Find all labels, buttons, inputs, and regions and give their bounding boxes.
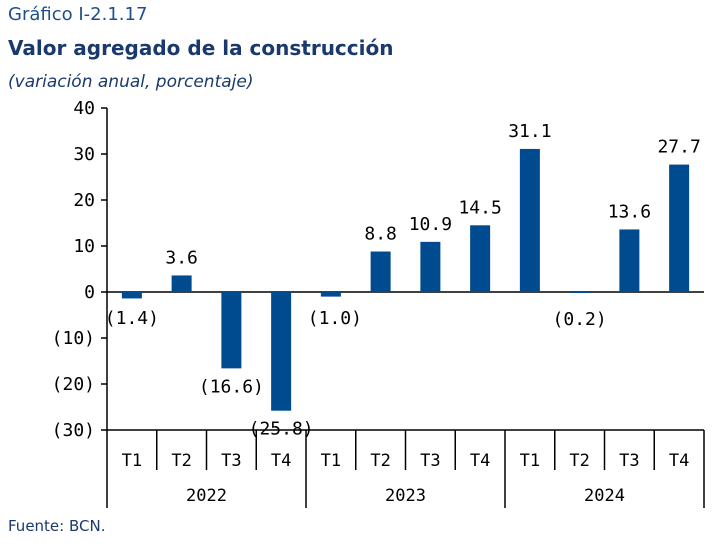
- x-group-label: 2022: [186, 486, 227, 506]
- data-label: 14.5: [458, 197, 501, 218]
- x-group-label: 2023: [385, 486, 426, 506]
- data-label: 13.6: [608, 201, 651, 222]
- y-tick-label: 10: [73, 236, 95, 257]
- bar: [569, 292, 590, 293]
- bar: [320, 292, 341, 297]
- x-tick-label: T3: [619, 451, 639, 471]
- x-tick-label: T1: [520, 451, 540, 471]
- y-tick-label: 30: [73, 144, 95, 165]
- bar: [271, 292, 292, 411]
- bar: [619, 229, 640, 292]
- y-tick-label: 20: [73, 190, 95, 211]
- x-tick-label: T2: [171, 451, 191, 471]
- y-tick-label: (20): [52, 374, 95, 395]
- y-tick-label: 0: [84, 282, 95, 303]
- bar: [221, 292, 242, 369]
- x-tick-label: T4: [271, 451, 291, 471]
- data-label: (25.8): [249, 419, 314, 440]
- x-tick-label: T3: [420, 451, 440, 471]
- bar: [171, 275, 192, 292]
- x-tick-label: T4: [470, 451, 490, 471]
- chart-subtitle: (variación anual, porcentaje): [8, 72, 254, 92]
- data-label: (0.2): [553, 309, 607, 330]
- bar: [470, 225, 491, 292]
- bar: [121, 292, 142, 299]
- bar: [370, 251, 391, 292]
- x-tick-label: T4: [669, 451, 689, 471]
- x-tick-label: T2: [569, 451, 589, 471]
- y-tick-label: 40: [73, 98, 95, 119]
- source-note: Fuente: BCN.: [8, 517, 106, 535]
- x-tick-label: T1: [321, 451, 341, 471]
- y-tick-label: (30): [52, 420, 95, 441]
- bar: [519, 148, 540, 292]
- bar: [420, 241, 441, 292]
- bar: [669, 164, 690, 292]
- data-label: (1.4): [105, 308, 159, 329]
- data-label: 3.6: [165, 247, 198, 268]
- x-tick-label: T3: [221, 451, 241, 471]
- x-tick-label: T1: [122, 451, 142, 471]
- y-tick-label: (10): [52, 328, 95, 349]
- data-label: 8.8: [364, 224, 397, 245]
- data-label: (1.0): [308, 308, 362, 329]
- figure-number: Gráfico I-2.1.17: [8, 4, 148, 25]
- data-label: (16.6): [199, 376, 264, 397]
- chart-title: Valor agregado de la construcción: [8, 36, 394, 60]
- data-label: 10.9: [409, 214, 452, 235]
- data-label: 31.1: [508, 121, 551, 142]
- x-group-label: 2024: [584, 486, 625, 506]
- x-tick-label: T2: [370, 451, 390, 471]
- data-label: 27.7: [657, 137, 700, 158]
